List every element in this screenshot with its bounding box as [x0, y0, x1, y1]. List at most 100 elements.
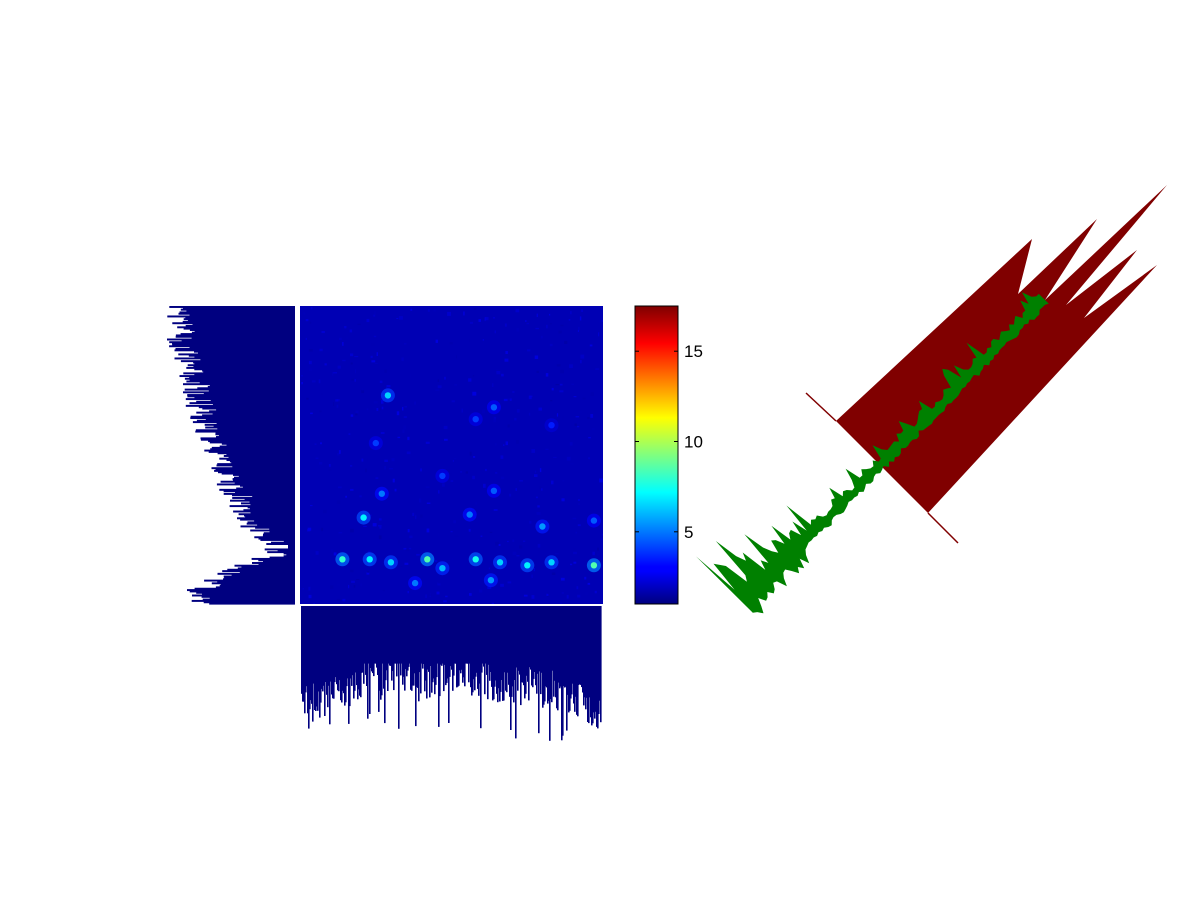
column-marginal-bar [573, 606, 575, 704]
heatmap-noise-cell [374, 363, 378, 365]
heatmap-noise-cell [310, 505, 313, 507]
heatmap-noise-cell [501, 476, 505, 480]
heatmap-noise-cell [588, 457, 590, 460]
heatmap-noise-cell [378, 535, 382, 540]
heatmap-noise-cell [308, 360, 312, 365]
heatmap-noise-cell [560, 324, 564, 327]
heatmap-noise-cell [594, 590, 597, 594]
column-marginal-bar [364, 606, 366, 664]
heatmap-noise-cell [493, 416, 497, 420]
column-marginal-bar [317, 606, 319, 711]
heatmap-noise-cell [591, 428, 595, 430]
heatmap-noise-cell [444, 438, 448, 441]
column-marginal-bar [426, 606, 428, 699]
heatmap-noise-cell [362, 418, 366, 423]
column-marginal-bar [400, 606, 402, 676]
heatmap-noise-cell [559, 602, 562, 604]
column-marginal-bar [449, 606, 451, 677]
row-marginal-bar [194, 362, 295, 365]
heatmap-noise-cell [588, 437, 591, 439]
column-marginal-bar [490, 606, 492, 672]
heatmap-noise-cell [577, 594, 581, 598]
heatmap-noise-cell [561, 498, 565, 502]
column-marginal-bar [437, 606, 439, 664]
heatmap-noise-cell [426, 502, 431, 504]
row-marginal-bar [271, 541, 295, 544]
row-marginal-bar [167, 315, 295, 318]
row-marginal-bar [269, 556, 295, 559]
row-marginal-bar [255, 526, 295, 529]
column-marginal-bar [401, 606, 403, 664]
heatmap-noise-cell [526, 322, 529, 325]
heatmap-noise-cell [308, 586, 311, 591]
heatmap-hotspot [539, 523, 546, 530]
heatmap-noise-cell [434, 419, 437, 422]
heatmap-noise-cell [426, 528, 430, 533]
heatmap-hotspot [524, 562, 531, 569]
row-marginal-bar [180, 333, 295, 336]
row-marginal-bar [189, 329, 295, 331]
heatmap-noise-cell [401, 585, 406, 588]
row-marginal-bar [217, 452, 295, 455]
row-marginal-bar [218, 434, 295, 437]
heatmap-noise-cell [530, 423, 534, 425]
row-marginal-bar [188, 354, 295, 357]
column-marginal-bar [524, 606, 526, 699]
heatmap-noise-cell [338, 532, 343, 534]
column-marginal-bar [332, 606, 334, 699]
row-marginal-bar [240, 525, 295, 528]
heatmap-noise-cell [347, 309, 350, 311]
heatmap-noise-cell [313, 603, 315, 604]
column-marginal-bar [444, 606, 446, 665]
row-marginal-bar [242, 486, 295, 489]
heatmap-noise-cell [580, 359, 582, 364]
column-marginal-bar [563, 606, 565, 687]
row-marginal-bar [219, 585, 295, 587]
column-marginal-bar [394, 606, 396, 664]
column-marginal-bar [513, 606, 515, 703]
heatmap-noise-cell [579, 316, 582, 321]
row-marginal-bar [269, 530, 295, 533]
column-marginal-bar [570, 606, 572, 699]
heatmap-noise-cell [425, 441, 430, 444]
heatmap-noise-cell [500, 583, 504, 587]
column-marginal-bar [571, 606, 573, 695]
heatmap-noise-cell [587, 582, 591, 585]
heatmap-noise-cell [590, 414, 594, 418]
heatmap-hotspot [387, 559, 395, 566]
column-marginal-bar [438, 606, 440, 727]
row-marginal-bar [233, 510, 295, 513]
row-marginal-bar [202, 414, 295, 417]
row-marginal-bar [211, 446, 295, 449]
heatmap-noise-cell [559, 383, 563, 386]
heatmap-noise-cell [366, 457, 369, 461]
heatmap-noise-cell [551, 480, 554, 485]
column-marginal-bar [498, 606, 500, 689]
row-marginal-bar [200, 437, 295, 440]
heatmap-noise-cell [565, 396, 568, 399]
column-marginal-bar [425, 606, 427, 681]
column-marginal-bar [552, 606, 554, 671]
heatmap-noise-cell [373, 335, 377, 338]
heatmap-noise-cell [512, 551, 517, 555]
heatmap-noise-cell [595, 368, 600, 370]
heatmap-noise-cell [512, 539, 515, 542]
column-marginal-bar [338, 606, 340, 692]
column-marginal-bar [600, 606, 602, 723]
colorbar-ticks: 5 10 15 [635, 342, 703, 542]
heatmap-noise-cell [549, 323, 552, 325]
heatmap-noise-cell [408, 547, 412, 550]
row-marginal-bar [180, 360, 295, 363]
heatmap-noise-cell [451, 558, 453, 560]
column-marginal-bar [421, 606, 423, 664]
row-marginal-bar [237, 517, 295, 520]
rotated-dendrogram [696, 185, 1167, 614]
heatmap-noise-cell [487, 586, 492, 589]
heatmap-noise-cell [369, 514, 372, 517]
column-marginal-bar [558, 606, 560, 683]
row-marginal-bar [209, 597, 295, 600]
row-marginal-bar [240, 484, 295, 487]
column-marginal-bar [320, 606, 322, 703]
heatmap-noise-cell [579, 603, 582, 604]
column-marginal-bar [539, 606, 541, 672]
